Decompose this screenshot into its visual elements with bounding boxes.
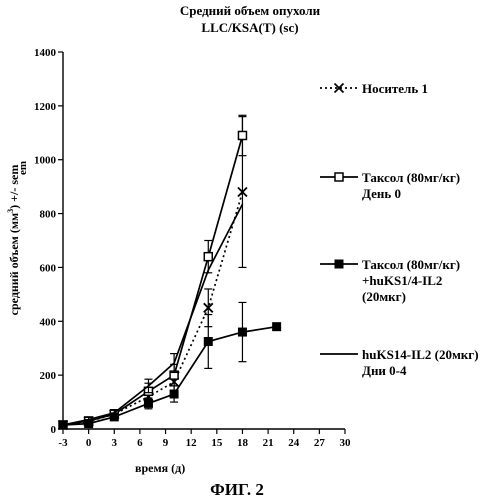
y-axis-label-start: средний объем (мм xyxy=(7,213,21,316)
x-tick-label: 21 xyxy=(263,437,274,449)
legend-label: Дни 0-4 xyxy=(362,363,407,378)
y-tick-label: 800 xyxy=(40,209,57,221)
legend-label: (20мкг) xyxy=(362,289,406,304)
data-point xyxy=(272,322,282,332)
y-tick-label: 200 xyxy=(40,370,57,382)
legend-label: Носитель 1 xyxy=(362,81,428,96)
x-tick-label: 9 xyxy=(163,437,169,449)
data-point xyxy=(169,389,179,399)
figure-caption: ФИГ. 2 xyxy=(210,480,264,499)
legend-item-2: Таксол (80мг/кг)День 0 xyxy=(320,170,460,201)
y-tick-label: 0 xyxy=(51,424,57,436)
x-tick-label: 27 xyxy=(314,437,326,449)
marker-stroke xyxy=(333,82,345,94)
x-tick-label: 24 xyxy=(288,437,300,449)
x-tick-label: 0 xyxy=(86,437,92,449)
legend-marker xyxy=(334,172,344,182)
legend-label: День 0 xyxy=(362,186,401,201)
data-point xyxy=(237,130,248,141)
series-3 xyxy=(58,301,282,430)
x-tick-label: 12 xyxy=(186,437,198,449)
legend-label: Таксол (80мг/кг) xyxy=(362,170,460,185)
legend-label: Таксол (80мг/кг) xyxy=(362,257,460,272)
marker-stroke xyxy=(203,302,214,313)
data-point xyxy=(203,302,214,313)
y-axis-label-sup: 3 xyxy=(6,209,15,213)
data-point xyxy=(203,251,214,262)
x-tick-label: 30 xyxy=(340,437,352,449)
data-point xyxy=(237,186,248,198)
series-4 xyxy=(59,203,244,427)
chart-subtitle: LLC/KSA(T) (sc) xyxy=(201,20,298,35)
x-tick-label: 6 xyxy=(137,437,143,449)
y-axis-label-end: ) +/- sem xyxy=(7,165,21,209)
y-tick-labels: 0 200 400 600 800 1000 1200 1400 xyxy=(34,47,57,436)
axes xyxy=(58,51,346,434)
legend-item-3: Таксол (80мг/кг)+huKS1/4-IL2(20мкг) xyxy=(320,257,460,304)
y-tick-label: 400 xyxy=(40,316,57,328)
marker-stroke xyxy=(237,186,248,198)
x-tick-label: -3 xyxy=(58,437,68,449)
x-axis-label: время (д) xyxy=(135,461,185,475)
legend-label: huKS14-IL2 (20мкг) xyxy=(362,347,479,362)
y-tick-label: 1400 xyxy=(34,47,57,59)
x-tick-label: 3 xyxy=(112,437,118,449)
y-tick-label: 600 xyxy=(40,262,57,274)
data-point xyxy=(143,398,153,408)
y-axis-label: средний объем (мм3) +/- sem xyxy=(6,165,21,316)
x-tick-labels: -3 0 3 6 9 12 15 18 21 24 27 30 xyxy=(58,437,351,449)
legend-item-4: huKS14-IL2 (20мкг)Дни 0-4 xyxy=(320,347,479,378)
plot-area xyxy=(57,114,282,431)
legend-marker xyxy=(333,82,345,94)
data-point xyxy=(203,336,213,346)
side-label: em xyxy=(17,161,29,175)
legend-label: +huKS1/4-IL2 xyxy=(362,273,442,288)
legend-item-1: Носитель 1 xyxy=(320,81,428,96)
data-point xyxy=(237,327,247,337)
x-tick-label: 18 xyxy=(237,437,249,449)
chart-title: Средний объем опухоли xyxy=(180,3,321,18)
legend-marker xyxy=(334,259,344,269)
y-tick-label: 1200 xyxy=(34,101,57,113)
y-tick-label: 1000 xyxy=(34,155,57,167)
x-tick-label: 15 xyxy=(211,437,223,449)
